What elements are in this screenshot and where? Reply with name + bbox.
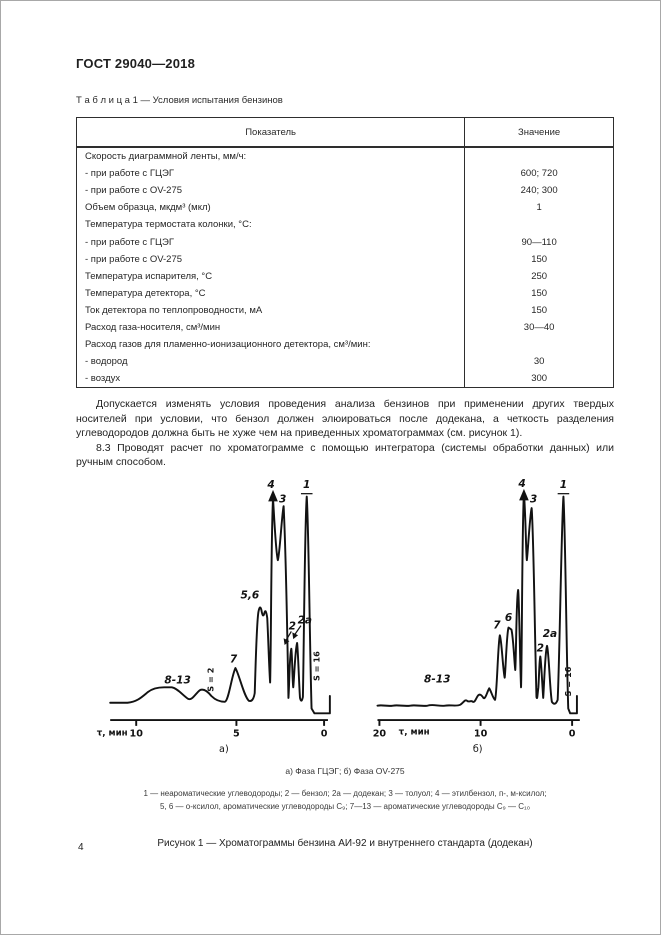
chromatogram-b: 8-13 7 6 4 3 2 2а 1 S = 16 20 τ, мин 10 … bbox=[372, 478, 580, 755]
table-row: Расход газа-носителя, см³/мин 30—40 bbox=[77, 318, 614, 337]
document-header: ГОСТ 29040—2018 bbox=[76, 56, 195, 71]
peak4-arrowhead bbox=[518, 488, 529, 501]
table-row: - воздух 300 bbox=[77, 370, 614, 388]
tick-label-20: 20 bbox=[372, 728, 386, 739]
peak-label-4: 4 bbox=[266, 479, 274, 491]
scale-label-s2: S = 2 bbox=[205, 667, 215, 691]
peak-label-4: 4 bbox=[517, 478, 525, 490]
peak-label-6: 6 bbox=[504, 612, 511, 624]
row-label: Ток детектора по теплопроводности, мА bbox=[85, 304, 263, 316]
table-row: Температура детектора, °С 150 bbox=[77, 284, 614, 302]
row-label: Температура испарителя, °С bbox=[85, 270, 213, 282]
row-value bbox=[464, 147, 614, 166]
peak-label-7: 7 bbox=[493, 619, 501, 631]
table-row: Температура термостата колонки, °С: bbox=[77, 216, 614, 234]
chromatogram-a: 8-13 S = 2 7 5,6 4 3 2 2а 1 S = 16 τ, ми… bbox=[97, 479, 331, 755]
row-value: 1 bbox=[464, 199, 614, 217]
peak-label-5-6: 5,6 bbox=[241, 589, 260, 601]
peak-label-7: 7 bbox=[230, 653, 238, 665]
row-value: 240; 300 bbox=[464, 182, 614, 200]
row-label: - водород bbox=[85, 356, 128, 368]
row-label: - при работе с ГЦЭГ bbox=[85, 168, 174, 180]
label2a-arrow bbox=[293, 625, 302, 636]
label2a-arrowhead bbox=[292, 632, 299, 639]
table-caption: Т а б л и ц а 1 — Условия испытания бенз… bbox=[76, 95, 283, 106]
table-row: - при работе с ГЦЭГ 600; 720 bbox=[77, 165, 614, 183]
frame-label-b: б) bbox=[472, 743, 482, 755]
scale-label-s16: S = 16 bbox=[311, 651, 321, 681]
page-content: ГОСТ 29040—2018 Т а б л и ц а 1 — Услови… bbox=[1, 56, 660, 849]
conditions-table: Показатель Значение Скорость диаграммной… bbox=[76, 117, 614, 389]
axis-label: τ, мин bbox=[398, 727, 429, 737]
table-row: - водород 30 bbox=[77, 353, 614, 371]
figure-1: 8-13 S = 2 7 5,6 4 3 2 2а 1 S = 16 τ, ми… bbox=[89, 472, 614, 762]
figure-subcaption: а) Фаза ГЦЭГ; б) Фаза OV-275 bbox=[285, 765, 405, 776]
row-value: 150 bbox=[464, 284, 614, 302]
frame-label-a: а) bbox=[219, 744, 229, 755]
table-row: Расход газов для пламенно-ионизационного… bbox=[77, 336, 614, 354]
table-row: - при работе с OV-275 150 bbox=[77, 250, 614, 268]
table-row: - при работе с OV-275 240; 300 bbox=[77, 182, 614, 200]
legend-line-1: 1 — неароматические углеводороды; 2 — бе… bbox=[143, 788, 547, 798]
table-row: Ток детектора по теплопроводности, мА 150 bbox=[77, 301, 614, 319]
peak-label-3: 3 bbox=[529, 493, 536, 505]
peak-label-1: 1 bbox=[303, 479, 310, 491]
paragraph-8-3: 8.3 Проводят расчет по хроматограмме с п… bbox=[76, 441, 614, 469]
peak-label-8-13: 8-13 bbox=[164, 674, 190, 686]
row-value: 300 bbox=[464, 370, 614, 388]
table-row: Скорость диаграммной ленты, мм/ч: bbox=[77, 147, 614, 166]
label2-arrowhead bbox=[283, 637, 290, 645]
table-header-row: Показатель Значение bbox=[76, 117, 614, 148]
row-value: 90—110 bbox=[464, 233, 614, 251]
peak-label-2: 2 bbox=[289, 620, 296, 632]
row-value: 600; 720 bbox=[464, 165, 614, 183]
row-label: - при работе с OV-275 bbox=[85, 253, 183, 265]
figure-caption: Рисунок 1 — Хроматограммы бензина АИ-92 … bbox=[157, 837, 533, 849]
trace-a bbox=[109, 495, 331, 715]
trace-b bbox=[376, 491, 578, 715]
page-number: 4 bbox=[78, 842, 84, 853]
tick-label-5: 5 bbox=[233, 728, 240, 739]
row-value bbox=[464, 216, 614, 234]
table-row: Температура испарителя, °С 250 bbox=[77, 267, 614, 285]
tick-label-0: 0 bbox=[568, 728, 575, 739]
row-value: 30—40 bbox=[464, 318, 614, 337]
row-label: Скорость диаграммной ленты, мм/ч: bbox=[85, 151, 247, 163]
figure-legend: 1 — неароматические углеводороды; 2 — бе… bbox=[76, 787, 614, 814]
row-value: 30 bbox=[464, 353, 614, 371]
label2-arrow bbox=[285, 630, 292, 642]
row-label: Температура детектора, °С bbox=[85, 287, 206, 299]
row-label: Расход газа-носителя, см³/мин bbox=[85, 321, 221, 333]
column-header-indicator: Показатель bbox=[76, 117, 465, 148]
peak-label-2a: 2а bbox=[542, 628, 557, 640]
row-value: 150 bbox=[464, 250, 614, 268]
table-row: - при работе с ГЦЭГ 90—110 bbox=[77, 233, 614, 251]
peak-label-2: 2 bbox=[536, 642, 543, 654]
column-header-value: Значение bbox=[464, 117, 614, 148]
row-value: 150 bbox=[464, 301, 614, 319]
row-label: - при работе с OV-275 bbox=[85, 185, 183, 197]
row-label: - воздух bbox=[85, 373, 121, 385]
row-value bbox=[464, 336, 614, 354]
row-label: Расход газов для пламенно-ионизационного… bbox=[85, 339, 371, 351]
row-label: Объем образца, мкдм³ (мкл) bbox=[85, 202, 211, 214]
peak-label-1: 1 bbox=[559, 479, 566, 491]
row-value: 250 bbox=[464, 267, 614, 285]
axis-label: τ, мин bbox=[97, 728, 128, 738]
peak4-arrowhead bbox=[268, 489, 278, 502]
peak-label-2a: 2а bbox=[298, 614, 313, 626]
row-label: Температура термостата колонки, °С: bbox=[85, 219, 252, 231]
tick-label-10: 10 bbox=[130, 728, 144, 739]
paragraph-allowed-conditions: Допускается изменять условия проведения … bbox=[76, 398, 614, 440]
tick-label-0: 0 bbox=[321, 728, 328, 739]
row-label: - при работе с ГЦЭГ bbox=[85, 236, 174, 248]
legend-line-2: 5, 6 — о-ксилол, ароматические углеводор… bbox=[159, 802, 531, 812]
peak-label-3: 3 bbox=[279, 493, 286, 505]
table-row: Объем образца, мкдм³ (мкл) 1 bbox=[77, 199, 614, 217]
tick-label-10: 10 bbox=[473, 728, 487, 739]
peak-label-8-13: 8-13 bbox=[423, 673, 449, 685]
scale-label-s16: S = 16 bbox=[563, 666, 573, 696]
